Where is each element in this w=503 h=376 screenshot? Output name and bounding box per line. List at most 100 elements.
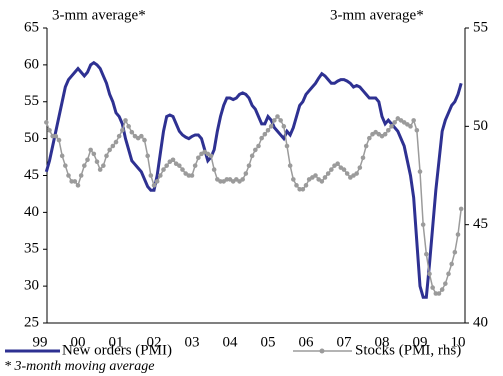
series-point bbox=[110, 143, 116, 149]
series-point bbox=[91, 151, 97, 157]
series-point bbox=[97, 167, 103, 172]
y-tick-label: 45 bbox=[24, 167, 39, 183]
series-point bbox=[253, 147, 258, 153]
series-point bbox=[101, 163, 106, 168]
series-point bbox=[94, 159, 100, 165]
series-point bbox=[272, 118, 277, 123]
series-point bbox=[192, 163, 198, 168]
x-tick-label: 09 bbox=[413, 334, 428, 350]
series-point bbox=[439, 287, 445, 292]
y-tick-label: 35 bbox=[24, 241, 39, 257]
series-point bbox=[278, 118, 283, 123]
x-tick-label: 02 bbox=[147, 334, 162, 350]
series-point bbox=[430, 285, 435, 290]
y-tick-label: 60 bbox=[24, 56, 39, 72]
series-point bbox=[154, 179, 160, 184]
series-point bbox=[129, 129, 135, 135]
series-point bbox=[218, 179, 223, 184]
x-tick-label: 04 bbox=[223, 334, 239, 350]
series-point bbox=[322, 175, 328, 180]
series-point bbox=[287, 163, 293, 168]
series-point bbox=[319, 179, 325, 184]
series-point bbox=[458, 206, 464, 212]
series-point bbox=[69, 179, 74, 184]
series-point bbox=[72, 179, 78, 184]
series-point bbox=[145, 153, 150, 159]
y2-tick-label: 55 bbox=[473, 19, 488, 35]
series-point bbox=[452, 249, 458, 255]
y2-tick-label: 40 bbox=[473, 314, 488, 330]
series-point bbox=[256, 143, 261, 149]
series-point bbox=[354, 171, 359, 176]
x-tick-label: 08 bbox=[375, 334, 390, 350]
series-point bbox=[249, 153, 255, 159]
series-point bbox=[259, 135, 264, 141]
series-point bbox=[53, 133, 59, 139]
series-point bbox=[265, 127, 271, 133]
series-point bbox=[382, 131, 388, 137]
series-point bbox=[281, 124, 287, 129]
x-tick-label: 10 bbox=[451, 334, 466, 350]
series-point bbox=[224, 177, 230, 182]
series-point bbox=[123, 118, 128, 123]
series-point bbox=[196, 155, 201, 161]
series-point bbox=[142, 137, 147, 143]
series-point bbox=[344, 171, 350, 176]
series-point bbox=[107, 147, 112, 153]
series-point bbox=[363, 143, 369, 149]
series-line bbox=[44, 60, 463, 299]
series-point bbox=[389, 124, 394, 129]
series-point bbox=[170, 157, 176, 163]
legend-swatch bbox=[319, 348, 325, 354]
series-point bbox=[246, 163, 252, 168]
series-point bbox=[411, 118, 416, 123]
series-point bbox=[414, 127, 420, 133]
series-point bbox=[177, 163, 182, 168]
series-point bbox=[443, 281, 448, 286]
series-point bbox=[275, 114, 280, 119]
annotation: 3-mm average* bbox=[52, 7, 146, 23]
series-point bbox=[148, 173, 154, 178]
series-point bbox=[44, 120, 49, 125]
series-point bbox=[158, 173, 163, 178]
series-point bbox=[139, 133, 144, 139]
series-point bbox=[357, 165, 363, 170]
series-point bbox=[436, 291, 442, 296]
series-point bbox=[449, 261, 454, 267]
series-point bbox=[392, 120, 397, 125]
y-tick-label: 30 bbox=[24, 278, 39, 294]
series-point bbox=[446, 271, 451, 277]
series-point bbox=[66, 173, 71, 178]
series-point bbox=[164, 163, 169, 168]
x-tick-label: 07 bbox=[337, 334, 353, 350]
series-point bbox=[294, 183, 299, 188]
series-point bbox=[88, 147, 93, 153]
series-point bbox=[59, 153, 65, 159]
series-point bbox=[85, 157, 90, 163]
series-point bbox=[408, 124, 413, 129]
series-line bbox=[45, 115, 462, 295]
y2-tick-label: 45 bbox=[473, 216, 488, 232]
series-point bbox=[104, 153, 109, 159]
series-point bbox=[303, 183, 309, 188]
y-tick-label: 50 bbox=[24, 130, 39, 146]
x-tick-label: 00 bbox=[71, 334, 86, 350]
footnote: * 3-month moving average bbox=[4, 359, 154, 374]
series-point bbox=[186, 173, 192, 178]
legend-label: New orders (PMI) bbox=[62, 342, 172, 358]
series-point bbox=[82, 163, 87, 168]
series-point bbox=[240, 177, 245, 182]
series-point bbox=[116, 133, 122, 139]
series-point bbox=[335, 161, 340, 166]
y-tick-label: 65 bbox=[24, 19, 39, 35]
series-point bbox=[433, 291, 439, 296]
series-point bbox=[268, 124, 274, 129]
x-tick-label: 05 bbox=[261, 334, 276, 350]
series-point bbox=[341, 167, 347, 172]
y-tick-label: 25 bbox=[24, 314, 39, 330]
series-point bbox=[151, 183, 157, 188]
series-point bbox=[113, 139, 119, 145]
series-point bbox=[180, 167, 185, 172]
series-point bbox=[386, 127, 391, 133]
